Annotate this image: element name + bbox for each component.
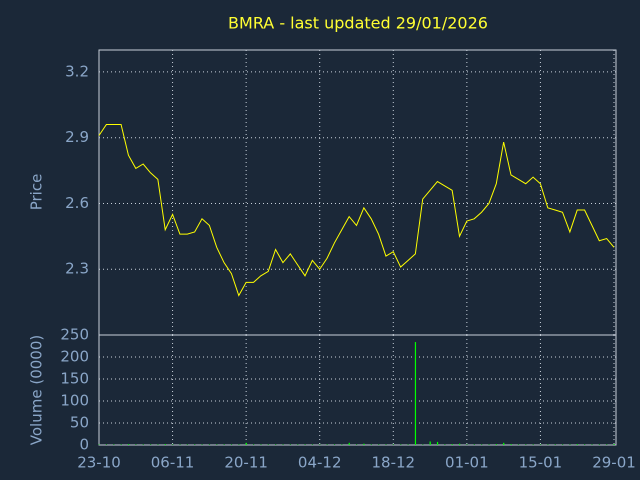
- y-tick-label: 3.2: [65, 62, 89, 80]
- plot-frame: [98, 334, 617, 446]
- y-tick-label: 0: [79, 436, 89, 454]
- y-tick-label: 200: [60, 348, 89, 366]
- volume-bar: [363, 443, 365, 445]
- volume-bar: [414, 342, 417, 445]
- y-tick-label: 250: [60, 326, 89, 344]
- x-tick-label: 15-01: [519, 454, 563, 472]
- y-axis-label: Price: [28, 174, 46, 211]
- volume-bar: [613, 444, 615, 445]
- volume-bar: [495, 444, 497, 445]
- volume-bar: [164, 444, 166, 445]
- volume-bar: [429, 441, 431, 445]
- x-tick-label: 23-10: [77, 454, 121, 472]
- price-line: [98, 124, 615, 297]
- y-tick-label: 2.3: [65, 260, 89, 278]
- y-tick-label: 50: [70, 414, 89, 432]
- volume-bar: [510, 444, 512, 445]
- y-tick-label: 150: [60, 370, 89, 388]
- volume-bar: [127, 444, 130, 445]
- x-tick-label: 18-12: [371, 454, 415, 472]
- x-tick-label: 29-01: [592, 454, 636, 472]
- volume-bar: [245, 442, 247, 445]
- volume-bar: [436, 441, 439, 445]
- volume-bar: [576, 444, 578, 445]
- x-tick-label: 20-11: [224, 454, 268, 472]
- volume-bar: [348, 442, 350, 445]
- y-tick-label: 2.9: [65, 128, 89, 146]
- x-tick-label: 04-12: [298, 454, 342, 472]
- x-tick-label: 06-11: [151, 454, 195, 472]
- chart-title: BMRA - last updated 29/01/2026: [228, 14, 488, 33]
- y-axis-label: Volume (0000): [28, 335, 46, 445]
- volume-bar: [451, 444, 453, 445]
- x-tick-label: 01-01: [445, 454, 489, 472]
- volume-bar: [459, 443, 461, 445]
- y-tick-label: 2.6: [65, 194, 89, 212]
- volume-bar: [503, 442, 505, 445]
- y-tick-label: 100: [60, 392, 89, 410]
